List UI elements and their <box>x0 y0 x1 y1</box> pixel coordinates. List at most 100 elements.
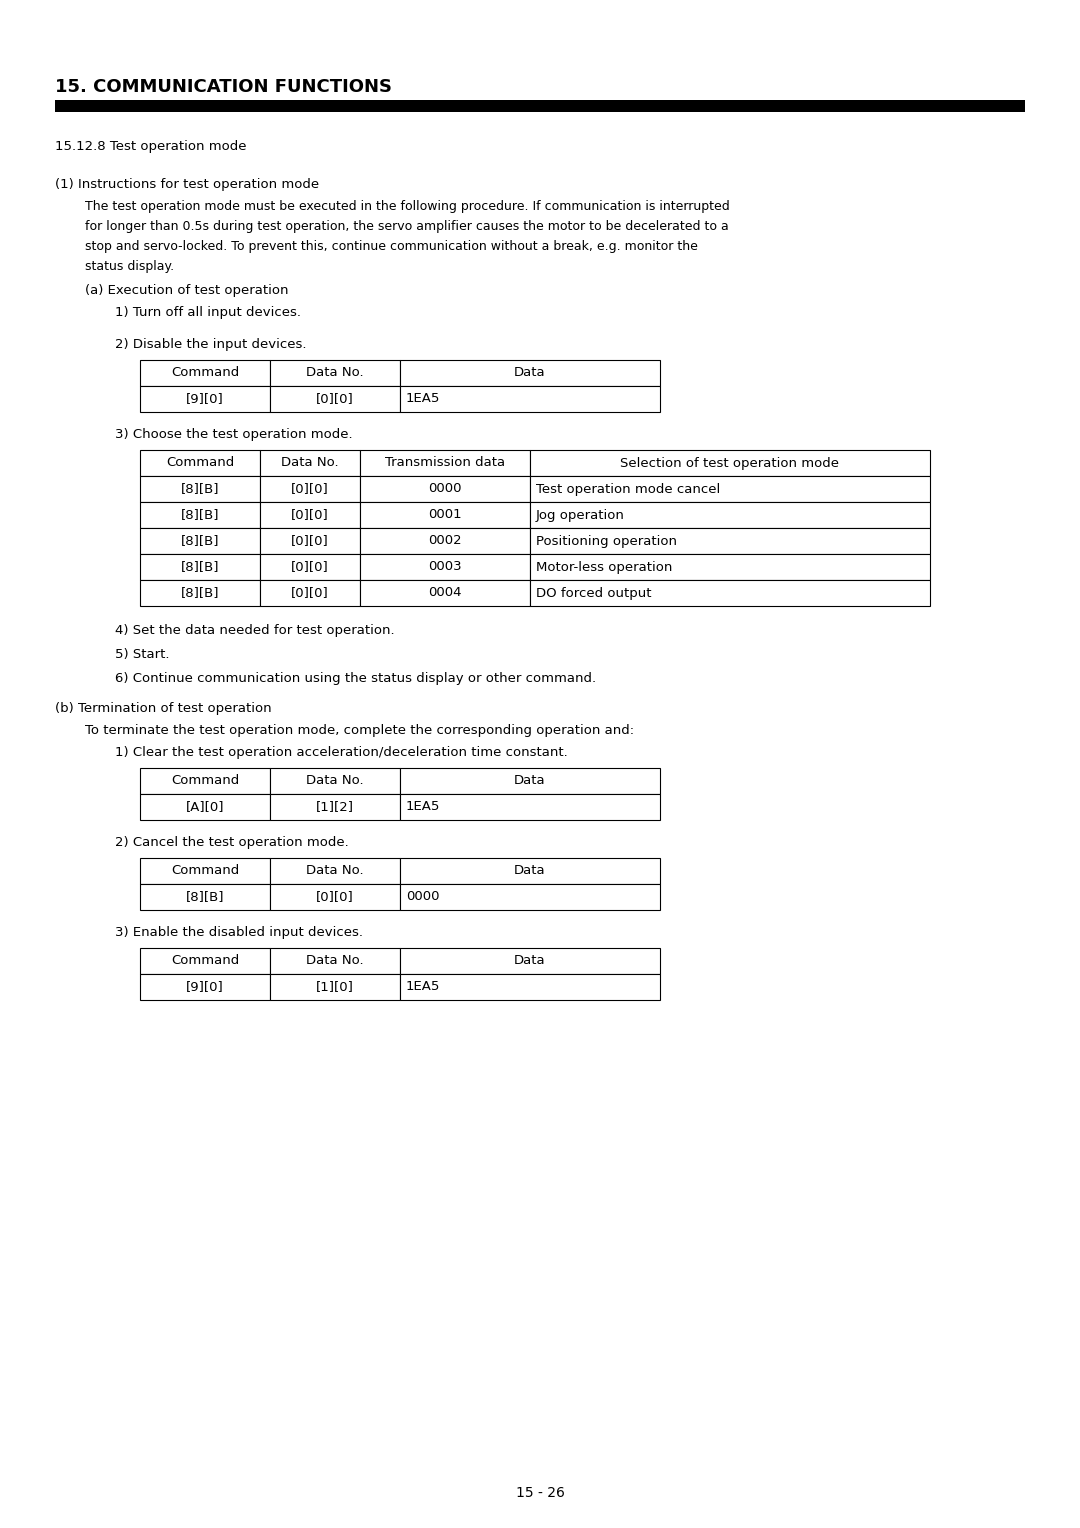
Bar <box>360 581 530 607</box>
Text: [1][0]: [1][0] <box>316 981 354 993</box>
Bar <box>360 503 530 529</box>
Bar <box>260 477 360 503</box>
Bar <box>400 859 660 885</box>
Text: Data: Data <box>514 955 545 967</box>
Bar <box>270 361 400 387</box>
Text: 15.12.8 Test operation mode: 15.12.8 Test operation mode <box>55 141 246 153</box>
Text: Data No.: Data No. <box>281 457 339 469</box>
Text: (b) Termination of test operation: (b) Termination of test operation <box>55 701 272 715</box>
Bar <box>530 503 930 529</box>
Text: Data No.: Data No. <box>307 955 364 967</box>
Bar <box>400 795 660 821</box>
Text: 0000: 0000 <box>406 891 440 903</box>
Bar <box>140 529 260 555</box>
Text: Command: Command <box>171 775 239 787</box>
Text: 2) Cancel the test operation mode.: 2) Cancel the test operation mode. <box>114 836 349 850</box>
Bar <box>260 555 360 581</box>
Text: [0][0]: [0][0] <box>316 891 354 903</box>
Bar <box>270 387 400 413</box>
Text: Data: Data <box>514 775 545 787</box>
Text: stop and servo-locked. To prevent this, continue communication without a break, : stop and servo-locked. To prevent this, … <box>85 240 698 254</box>
Bar <box>400 769 660 795</box>
Bar <box>260 503 360 529</box>
Text: [0][0]: [0][0] <box>292 561 329 573</box>
Bar <box>400 361 660 387</box>
Text: 0000: 0000 <box>429 483 462 495</box>
Bar <box>400 947 660 973</box>
Text: Jog operation: Jog operation <box>536 509 625 521</box>
Bar <box>270 795 400 821</box>
Text: [8][B]: [8][B] <box>180 535 219 547</box>
Text: status display.: status display. <box>85 260 174 274</box>
Bar <box>530 555 930 581</box>
Text: Data: Data <box>514 865 545 877</box>
Bar <box>270 973 400 999</box>
Text: Selection of test operation mode: Selection of test operation mode <box>621 457 839 469</box>
Text: [8][B]: [8][B] <box>180 561 219 573</box>
Text: 6) Continue communication using the status display or other command.: 6) Continue communication using the stat… <box>114 672 596 685</box>
Bar <box>140 795 270 821</box>
Bar <box>140 859 270 885</box>
Text: Test operation mode cancel: Test operation mode cancel <box>536 483 720 495</box>
Text: To terminate the test operation mode, complete the corresponding operation and:: To terminate the test operation mode, co… <box>85 724 634 736</box>
Text: 0004: 0004 <box>429 587 462 599</box>
Text: [0][0]: [0][0] <box>292 535 329 547</box>
Bar <box>360 555 530 581</box>
Bar <box>140 503 260 529</box>
Bar <box>140 451 260 477</box>
Text: Data: Data <box>514 367 545 379</box>
Bar <box>360 477 530 503</box>
Text: (a) Execution of test operation: (a) Execution of test operation <box>85 284 288 296</box>
Bar <box>270 769 400 795</box>
Text: [A][0]: [A][0] <box>186 801 225 813</box>
Bar <box>140 555 260 581</box>
Bar <box>140 973 270 999</box>
Text: 1) Clear the test operation acceleration/deceleration time constant.: 1) Clear the test operation acceleration… <box>114 746 568 759</box>
Text: 0002: 0002 <box>428 535 462 547</box>
Bar <box>55 99 1025 112</box>
Text: 0003: 0003 <box>428 561 462 573</box>
Text: 15. COMMUNICATION FUNCTIONS: 15. COMMUNICATION FUNCTIONS <box>55 78 392 96</box>
Text: [8][B]: [8][B] <box>186 891 225 903</box>
Text: (1) Instructions for test operation mode: (1) Instructions for test operation mode <box>55 177 319 191</box>
Bar <box>530 477 930 503</box>
Bar <box>140 947 270 973</box>
Bar <box>260 529 360 555</box>
Bar <box>140 885 270 911</box>
Bar <box>140 387 270 413</box>
Text: Command: Command <box>171 955 239 967</box>
Bar <box>140 477 260 503</box>
Text: [0][0]: [0][0] <box>316 393 354 405</box>
Text: 3) Choose the test operation mode.: 3) Choose the test operation mode. <box>114 428 353 442</box>
Text: [0][0]: [0][0] <box>292 587 329 599</box>
Bar <box>270 859 400 885</box>
Text: [0][0]: [0][0] <box>292 509 329 521</box>
Bar <box>270 885 400 911</box>
Text: Data No.: Data No. <box>307 367 364 379</box>
Bar <box>140 361 270 387</box>
Bar <box>270 947 400 973</box>
Text: [9][0]: [9][0] <box>186 393 224 405</box>
Bar <box>400 387 660 413</box>
Text: [9][0]: [9][0] <box>186 981 224 993</box>
Bar <box>260 581 360 607</box>
Text: Data No.: Data No. <box>307 865 364 877</box>
Text: 1EA5: 1EA5 <box>406 981 441 993</box>
Text: The test operation mode must be executed in the following procedure. If communic: The test operation mode must be executed… <box>85 200 730 212</box>
Text: [8][B]: [8][B] <box>180 483 219 495</box>
Text: 0001: 0001 <box>428 509 462 521</box>
Text: for longer than 0.5s during test operation, the servo amplifier causes the motor: for longer than 0.5s during test operati… <box>85 220 729 232</box>
Text: [8][B]: [8][B] <box>180 587 219 599</box>
Text: 1EA5: 1EA5 <box>406 393 441 405</box>
Bar <box>530 451 930 477</box>
Bar <box>140 581 260 607</box>
Text: 2) Disable the input devices.: 2) Disable the input devices. <box>114 338 307 351</box>
Text: Command: Command <box>171 367 239 379</box>
Bar <box>140 769 270 795</box>
Text: Data No.: Data No. <box>307 775 364 787</box>
Bar <box>530 581 930 607</box>
Text: [8][B]: [8][B] <box>180 509 219 521</box>
Bar <box>400 885 660 911</box>
Bar <box>530 529 930 555</box>
Text: 5) Start.: 5) Start. <box>114 648 170 662</box>
